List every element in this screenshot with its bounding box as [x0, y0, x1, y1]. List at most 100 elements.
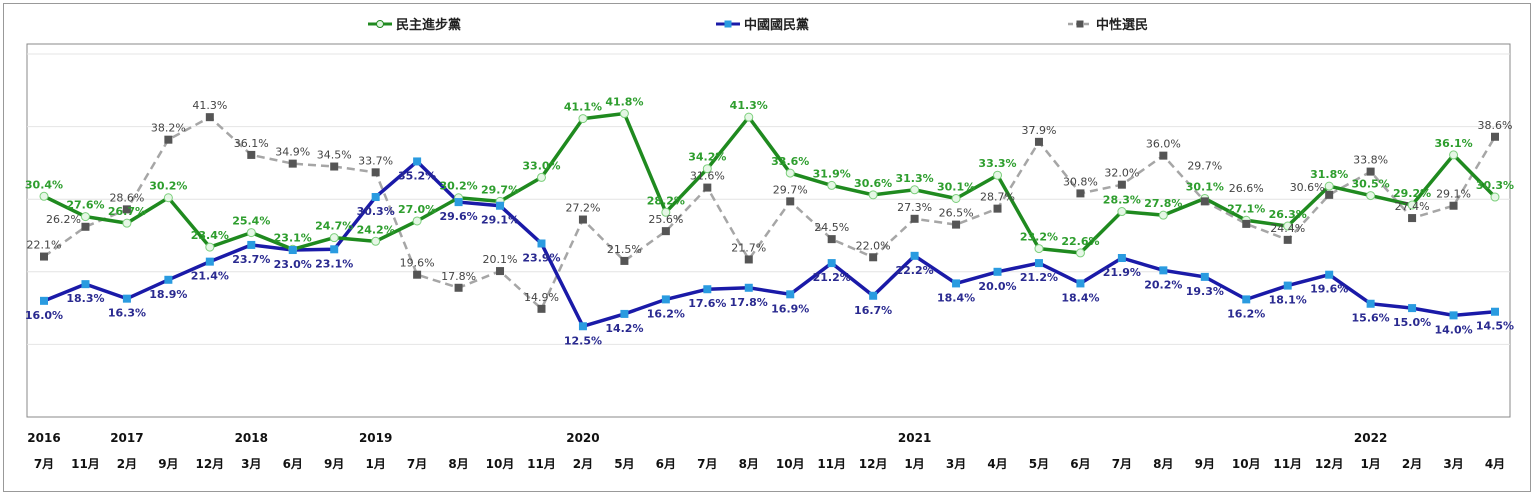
- data-point: [40, 296, 48, 305]
- data-point: [1449, 201, 1458, 210]
- data-label: 22.0%: [856, 239, 891, 252]
- data-point: [1283, 281, 1292, 290]
- data-point: [578, 114, 588, 124]
- x-tick-label: 8月: [448, 457, 468, 471]
- data-point: [1491, 307, 1499, 316]
- data-point: [619, 109, 629, 119]
- data-point: [1242, 295, 1251, 304]
- data-point: [205, 113, 214, 122]
- x-tick-label: 1月: [1360, 457, 1380, 471]
- data-label: 33.0%: [522, 159, 560, 172]
- data-label: 18.4%: [1061, 291, 1099, 304]
- data-label: 26.5%: [939, 207, 974, 220]
- data-point: [1408, 214, 1417, 223]
- data-label: 41.8%: [605, 96, 643, 109]
- data-label: 24.2%: [357, 223, 395, 236]
- data-point: [454, 198, 463, 207]
- data-label: 24.4%: [1270, 222, 1305, 235]
- x-tick-label: 2月: [117, 457, 137, 471]
- data-label: 23.1%: [274, 231, 312, 244]
- x-tick-label: 9月: [1195, 457, 1215, 471]
- data-label: 20.2%: [1144, 278, 1182, 291]
- x-tick-label: 11月: [71, 457, 100, 471]
- data-point: [454, 283, 463, 292]
- chart-frame: [3, 3, 1531, 492]
- data-label: 16.2%: [1227, 307, 1265, 320]
- data-label: 36.0%: [1146, 138, 1181, 151]
- data-label: 34.9%: [275, 146, 310, 159]
- data-point: [164, 275, 173, 284]
- x-tick-label: 3月: [1443, 457, 1463, 471]
- data-point: [661, 227, 670, 236]
- data-label: 18.3%: [66, 292, 104, 305]
- x-tick-label: 10月: [486, 457, 515, 471]
- data-label: 30.5%: [1352, 178, 1390, 191]
- x-year-label: 2021: [898, 431, 931, 445]
- data-label: 20.1%: [483, 253, 518, 266]
- data-label: 41.3%: [730, 99, 768, 112]
- data-point: [620, 309, 629, 318]
- data-label: 30.3%: [357, 205, 395, 218]
- data-point: [1034, 244, 1044, 254]
- x-year-label: 2017: [110, 431, 143, 445]
- data-label: 23.9%: [522, 251, 560, 264]
- x-tick-label: 12月: [1315, 457, 1344, 471]
- data-label: 34.2%: [688, 151, 726, 164]
- data-label: 25.4%: [232, 215, 270, 228]
- data-label: 41.1%: [564, 101, 602, 114]
- data-label: 31.8%: [1310, 168, 1348, 181]
- data-label: 15.0%: [1393, 316, 1431, 329]
- data-point: [993, 267, 1002, 276]
- x-tick-label: 11月: [1273, 457, 1302, 471]
- data-point: [205, 257, 214, 266]
- data-label: 27.0%: [398, 203, 436, 216]
- data-point: [81, 280, 90, 289]
- data-label: 28.2%: [647, 194, 685, 207]
- data-point: [1117, 180, 1126, 189]
- data-label: 29.2%: [1393, 187, 1431, 200]
- data-label: 14.9%: [524, 291, 559, 304]
- x-tick-label: 3月: [946, 457, 966, 471]
- x-tick-label: 2月: [573, 457, 593, 471]
- data-label: 37.9%: [1021, 124, 1056, 137]
- data-point: [703, 183, 712, 192]
- data-point: [246, 228, 256, 238]
- x-tick-label: 2月: [1402, 457, 1422, 471]
- data-label: 26.7%: [108, 205, 146, 218]
- data-label: 26.2%: [46, 213, 81, 226]
- data-label: 23.4%: [191, 229, 229, 242]
- data-point: [1325, 270, 1334, 279]
- data-label: 29.6%: [439, 210, 477, 223]
- x-tick-label: 5月: [1029, 457, 1049, 471]
- data-point: [952, 279, 961, 288]
- data-point: [1158, 210, 1168, 220]
- x-tick-label: 4月: [987, 457, 1007, 471]
- x-year-label: 2019: [359, 431, 392, 445]
- data-point: [122, 218, 132, 228]
- x-tick-label: 1月: [904, 457, 924, 471]
- data-label: 30.3%: [1476, 179, 1514, 192]
- data-label: 16.0%: [25, 309, 63, 322]
- data-point: [661, 207, 671, 217]
- data-point: [371, 168, 380, 177]
- x-tick-label: 11月: [817, 457, 846, 471]
- data-label: 33.3%: [978, 157, 1016, 170]
- series-line-1: [43, 159, 1496, 329]
- data-label: 33.6%: [771, 155, 809, 168]
- data-label: 17.6%: [688, 297, 726, 310]
- data-label: 27.3%: [897, 201, 932, 214]
- data-point: [827, 259, 836, 268]
- data-point: [1407, 200, 1417, 210]
- data-point: [661, 295, 670, 304]
- data-point: [1076, 279, 1085, 288]
- data-point: [578, 322, 587, 331]
- x-tick-label: 7月: [1112, 457, 1132, 471]
- data-point: [744, 112, 754, 122]
- data-label: 30.1%: [937, 180, 975, 193]
- data-label: 34.5%: [317, 149, 352, 162]
- data-label: 17.8%: [441, 270, 476, 283]
- data-label: 30.2%: [149, 180, 187, 193]
- data-label: 19.6%: [1310, 283, 1348, 296]
- data-point: [288, 246, 297, 255]
